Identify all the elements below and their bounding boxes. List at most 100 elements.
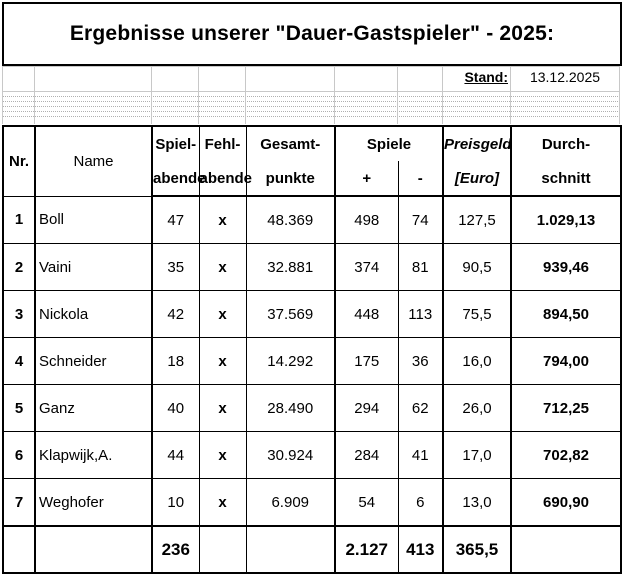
header-preisgeld-bottom: [Euro]	[442, 161, 512, 197]
row-fehlabende: x	[198, 195, 247, 244]
grid-line	[442, 66, 443, 124]
row-schnitt: 1.029,13	[510, 195, 622, 244]
grid-line	[2, 96, 620, 97]
row-preisgeld: 16,0	[442, 337, 512, 385]
row-spielabende: 10	[151, 478, 200, 527]
page-title: Ergebnisse unserer "Dauer-Gastspieler" -…	[69, 22, 555, 45]
row-preisgeld: 127,5	[442, 195, 512, 244]
grid-line	[198, 66, 199, 124]
header-nr: Nr.	[2, 125, 36, 197]
row-nr: 3	[2, 290, 36, 338]
header-preisgeld-top: Preisgeld	[442, 125, 512, 161]
grid-line	[2, 111, 620, 112]
title-box: Ergebnisse unserer "Dauer-Gastspieler" -…	[2, 2, 622, 66]
row-preisgeld: 13,0	[442, 478, 512, 527]
table-row: 4 Schneider 18 x 14.292 175 36 16,0 794,…	[2, 337, 622, 385]
row-schnitt: 702,82	[510, 431, 622, 479]
grid-line	[2, 66, 620, 67]
row-fehlabende: x	[198, 337, 247, 385]
row-plus: 175	[334, 337, 399, 385]
grid-line	[619, 66, 620, 124]
row-plus: 498	[334, 195, 399, 244]
table-row: 1 Boll 47 x 48.369 498 74 127,5 1.029,13	[2, 195, 622, 244]
row-nr: 6	[2, 431, 36, 479]
table-row: 2 Vaini 35 x 32.881 374 81 90,5 939,46	[2, 243, 622, 291]
row-preisgeld: 17,0	[442, 431, 512, 479]
header-fehlabende-bottom: abende	[198, 161, 252, 197]
row-schnitt: 939,46	[510, 243, 622, 291]
row-fehlabende: x	[198, 290, 247, 338]
totals-row: 236 2.127 413 365,5	[2, 525, 622, 574]
header-spiele: Spiele	[334, 125, 444, 161]
header-row-1: Nr. Name Spiel- Fehl- Gesamt- Spiele Pre…	[2, 125, 622, 197]
table-row: 3 Nickola 42 x 37.569 448 113 75,5 894,5…	[2, 290, 622, 338]
grid-line	[2, 106, 620, 107]
table-row: 6 Klapwijk,A. 44 x 30.924 284 41 17,0 70…	[2, 431, 622, 479]
row-plus: 294	[334, 384, 399, 432]
row-name: Vaini	[34, 243, 153, 291]
header-gesamtpunkte-top: Gesamt-	[245, 125, 336, 161]
table-row: 7 Weghofer 10 x 6.909 54 6 13,0 690,90	[2, 478, 622, 527]
grid-line	[510, 66, 511, 124]
row-schnitt: 794,00	[510, 337, 622, 385]
row-spielabende: 40	[151, 384, 200, 432]
row-plus: 284	[334, 431, 399, 479]
row-punkte: 30.924	[245, 431, 336, 479]
row-nr: 1	[2, 195, 36, 244]
totals-schnitt	[510, 525, 622, 574]
row-nr: 7	[2, 478, 36, 527]
row-plus: 374	[334, 243, 399, 291]
row-punkte: 37.569	[245, 290, 336, 338]
header-durchschnitt-bottom: schnitt	[510, 161, 622, 197]
row-nr: 5	[2, 384, 36, 432]
row-punkte: 32.881	[245, 243, 336, 291]
row-schnitt: 690,90	[510, 478, 622, 527]
row-schnitt: 894,50	[510, 290, 622, 338]
header-minus: -	[397, 161, 444, 197]
row-minus: 6	[397, 478, 444, 527]
grid-line	[334, 66, 335, 124]
row-punkte: 48.369	[245, 195, 336, 244]
results-table: Nr. Name Spiel- Fehl- Gesamt- Spiele Pre…	[2, 125, 622, 574]
row-name: Nickola	[34, 290, 153, 338]
row-nr: 4	[2, 337, 36, 385]
row-spielabende: 44	[151, 431, 200, 479]
totals-preisgeld: 365,5	[442, 525, 512, 574]
grid-line	[34, 66, 35, 124]
totals-fehlabende	[198, 525, 247, 574]
grid-line	[2, 116, 620, 117]
row-minus: 36	[397, 337, 444, 385]
row-punkte: 6.909	[245, 478, 336, 527]
row-preisgeld: 75,5	[442, 290, 512, 338]
grid-line	[151, 66, 152, 124]
totals-nr	[2, 525, 36, 574]
stand-label: Stand:	[464, 69, 508, 85]
header-spielabende-bottom: abende	[151, 161, 206, 197]
header-gesamtpunkte-bottom: punkte	[245, 161, 336, 197]
row-minus: 113	[397, 290, 444, 338]
row-punkte: 14.292	[245, 337, 336, 385]
header-name: Name	[34, 125, 153, 197]
row-plus: 54	[334, 478, 399, 527]
header-plus: +	[334, 161, 399, 197]
totals-name	[34, 525, 153, 574]
row-minus: 62	[397, 384, 444, 432]
row-fehlabende: x	[198, 243, 247, 291]
totals-minus: 413	[397, 525, 444, 574]
row-schnitt: 712,25	[510, 384, 622, 432]
row-name: Klapwijk,A.	[34, 431, 153, 479]
header-fehlabende-top: Fehl-	[198, 125, 247, 161]
row-name: Weghofer	[34, 478, 153, 527]
row-spielabende: 35	[151, 243, 200, 291]
totals-spielabende: 236	[151, 525, 200, 574]
grid-line	[2, 66, 3, 124]
grid-line	[2, 91, 620, 92]
grid-line	[245, 66, 246, 124]
grid-line	[2, 101, 620, 102]
row-plus: 448	[334, 290, 399, 338]
totals-plus: 2.127	[334, 525, 399, 574]
row-fehlabende: x	[198, 478, 247, 527]
row-name: Schneider	[34, 337, 153, 385]
header-row-2: abende abende punkte + - [Euro] schnitt	[3, 161, 622, 197]
